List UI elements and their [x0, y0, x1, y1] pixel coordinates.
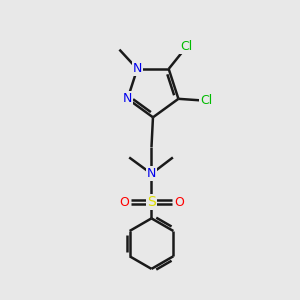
Text: Cl: Cl — [180, 40, 192, 53]
Text: O: O — [174, 196, 184, 208]
Text: Cl: Cl — [200, 94, 212, 107]
Text: O: O — [119, 196, 129, 208]
Text: S: S — [147, 195, 156, 209]
Text: N: N — [133, 62, 142, 75]
Text: N: N — [123, 92, 132, 105]
Text: N: N — [147, 167, 156, 180]
